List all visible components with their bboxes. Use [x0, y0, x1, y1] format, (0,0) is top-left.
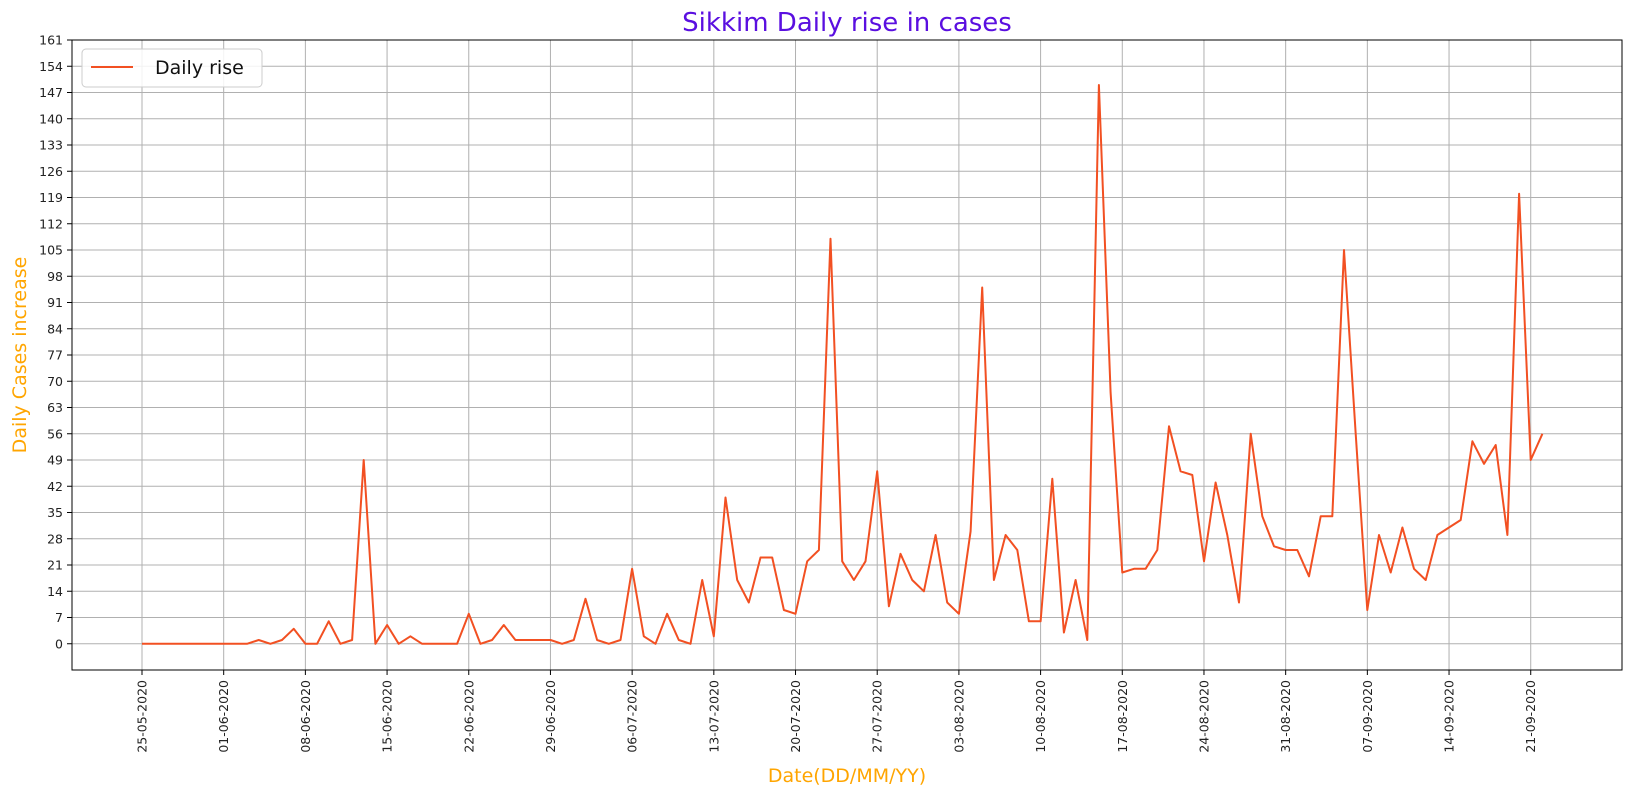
y-tick-label: 14: [47, 584, 63, 599]
x-tick-label: 15-06-2020: [380, 680, 395, 753]
y-tick-label: 161: [39, 33, 63, 48]
x-tick-label: 17-08-2020: [1115, 680, 1130, 753]
y-tick-label: 70: [47, 374, 63, 389]
series-line-daily-rise: [142, 84, 1544, 645]
y-tick-label: 0: [55, 636, 63, 651]
y-axis-label: Daily Cases increase: [9, 257, 31, 454]
x-tick-label: 21-09-2020: [1523, 680, 1538, 753]
y-tick-label: 91: [47, 295, 63, 310]
x-tick-label: 27-07-2020: [870, 680, 885, 753]
y-tick-label: 49: [47, 453, 63, 468]
x-tick-label: 29-06-2020: [543, 680, 558, 753]
x-tick-label: 08-06-2020: [298, 680, 313, 753]
y-tick-label: 126: [39, 164, 63, 179]
legend-label-daily-rise: Daily rise: [155, 57, 244, 79]
y-tick-label: 77: [47, 348, 63, 363]
y-tick-label: 21: [47, 558, 63, 573]
x-tick-label: 31-08-2020: [1278, 680, 1293, 753]
y-tick-label: 98: [47, 269, 63, 284]
y-tick-label: 140: [39, 111, 63, 126]
x-tick-label: 14-09-2020: [1442, 680, 1457, 753]
y-tick-label: 63: [47, 400, 63, 415]
y-tick-label: 84: [47, 321, 63, 336]
x-tick-label: 20-07-2020: [788, 680, 803, 753]
series-layer: [142, 84, 1544, 645]
y-tick-label: 42: [47, 479, 63, 494]
y-tick-label: 154: [39, 59, 63, 74]
legend: Daily rise: [81, 48, 263, 88]
y-tick-label: 28: [47, 531, 63, 546]
x-axis-label: Date(DD/MM/YY): [768, 765, 926, 787]
y-tick-label: 56: [47, 426, 63, 441]
x-tick-label: 03-08-2020: [951, 680, 966, 753]
x-tick-label: 01-06-2020: [216, 680, 231, 753]
y-tick-label: 105: [39, 243, 63, 258]
x-tick-label: 25-05-2020: [135, 680, 150, 753]
x-axis: 25-05-2020 01-06-2020 08-06-2020 15-06-2020…: [135, 670, 1538, 753]
y-tick-label: 7: [55, 610, 63, 625]
x-tick-label: 22-06-2020: [461, 680, 476, 753]
y-axis: 0 7 14 21 28 35 42 49 56 63 70 77 84 91 98 105 112 119 126…: [39, 33, 72, 651]
grid: [72, 39, 1622, 670]
x-tick-label: 13-07-2020: [706, 680, 721, 753]
y-tick-label: 119: [39, 190, 63, 205]
x-tick-label: 10-08-2020: [1033, 680, 1048, 753]
y-tick-label: 112: [39, 216, 63, 231]
x-tick-label: 24-08-2020: [1196, 680, 1211, 753]
x-tick-label: 06-07-2020: [625, 680, 640, 753]
x-tick-label: 07-09-2020: [1360, 680, 1375, 753]
legend-box: [81, 48, 263, 88]
y-tick-label: 147: [39, 85, 63, 100]
y-tick-label: 133: [39, 138, 63, 153]
y-tick-label: 35: [47, 505, 63, 520]
chart-title: Sikkim Daily rise in cases: [682, 8, 1012, 38]
